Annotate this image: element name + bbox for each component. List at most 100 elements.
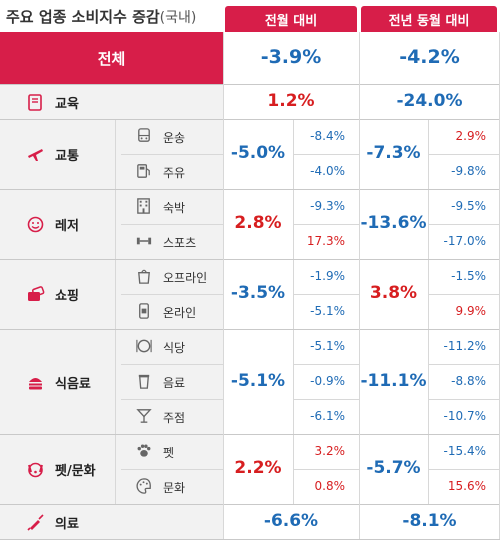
row-divider	[0, 434, 500, 435]
category-6-empty-cell	[115, 505, 223, 539]
syringe-icon	[26, 513, 45, 532]
category-4-sub-1-yoy-value: -8.8%	[451, 374, 486, 388]
category-5-mom-value: 2.2%	[234, 458, 282, 478]
row-divider	[0, 539, 500, 540]
column-divider	[115, 330, 116, 434]
column-divider	[293, 330, 294, 434]
row-divider	[0, 119, 500, 120]
dumbbell-icon	[135, 232, 153, 250]
category-4-sub-0-yoy-value: -11.2%	[443, 339, 486, 353]
sub-row-divider	[293, 399, 359, 400]
column-header-yoy: 전년 동월 대비	[361, 6, 497, 32]
sub-row-divider	[121, 469, 223, 470]
column-divider	[428, 330, 429, 434]
category-2-sub-1-mom-value: 17.3%	[306, 234, 345, 248]
category-1-sub-0-mom-value: -8.4%	[310, 129, 345, 143]
category-0-mom-value: 1.2%	[267, 90, 315, 111]
category-4-label-cell	[0, 330, 115, 434]
sub-row-divider	[293, 224, 359, 225]
column-divider	[359, 32, 360, 539]
column-divider	[115, 260, 116, 329]
plate-icon	[135, 337, 153, 355]
category-5-sub-1-mom-value: 0.8%	[314, 479, 346, 493]
bus-icon	[135, 127, 153, 145]
chart-title: 주요 업종 소비지수 증감(국내)	[6, 8, 197, 26]
category-2-sub-0-mom-value: -9.3%	[310, 199, 345, 213]
fuel-icon	[135, 162, 153, 180]
category-0-empty-cell	[115, 85, 223, 119]
category-3-mom-value: -3.5%	[230, 283, 286, 303]
category-5-sub-1-name: 문화	[163, 481, 186, 495]
category-1-name: 교통	[55, 149, 79, 164]
category-1-sub-0-name: 운송	[163, 131, 186, 145]
book-icon	[26, 93, 45, 112]
category-3-sub-0-yoy-value: -1.5%	[451, 269, 486, 283]
sub-row-divider	[428, 364, 500, 365]
mobile-shop-icon	[135, 302, 153, 320]
row-divider	[0, 504, 500, 505]
smile-icon	[26, 215, 45, 234]
column-divider	[223, 32, 224, 539]
category-4-sub-cell	[115, 330, 223, 434]
category-2-sub-1-yoy-value: -17.0%	[443, 234, 486, 248]
category-4-mom-value: -5.1%	[230, 370, 286, 391]
palette-icon	[135, 477, 153, 495]
category-3-sub-1-yoy-value: 9.9%	[455, 304, 487, 318]
category-4-yoy-value: -11.1%	[360, 370, 427, 391]
category-1-sub-0-yoy-value: 2.9%	[455, 129, 487, 143]
total-mom-value: -3.9%	[260, 46, 322, 68]
category-4-sub-2-mom-value: -6.1%	[310, 409, 345, 423]
row-divider	[0, 329, 500, 330]
sub-row-divider	[428, 399, 500, 400]
total-yoy-value: -4.2%	[399, 46, 460, 68]
shopping-bag-icon	[135, 267, 153, 285]
category-2-name: 레저	[55, 219, 79, 234]
column-divider	[115, 435, 116, 504]
burger-icon	[26, 373, 45, 392]
category-1-sub-1-mom-value: -4.0%	[310, 164, 345, 178]
sub-row-divider	[121, 224, 223, 225]
category-1-sub-1-name: 주유	[163, 166, 186, 180]
category-6-mom-value: -6.6%	[263, 510, 319, 531]
sub-row-divider	[293, 294, 359, 295]
category-5-label-cell	[0, 435, 115, 504]
category-6-name: 의료	[55, 516, 79, 532]
category-6-yoy-value: -8.1%	[402, 510, 457, 531]
category-0-label-cell	[0, 85, 115, 119]
hotel-icon	[135, 197, 153, 215]
category-3-name: 쇼핑	[55, 289, 79, 304]
category-5-sub-0-mom-value: 3.2%	[314, 444, 346, 458]
column-header-mom: 전월 대비	[225, 6, 357, 32]
coffee-icon	[135, 372, 153, 390]
table-body: 전체 -3.9% -4.2% 교육 1.2% -24.0% 교통 -5.0% -7.3% 운송 -8…	[0, 32, 500, 554]
category-4-sub-0-name: 식당	[163, 341, 186, 355]
sub-row-divider	[121, 294, 223, 295]
airplane-icon	[26, 145, 45, 164]
sub-row-divider	[121, 399, 223, 400]
card-icon	[26, 285, 45, 304]
category-1-mom-value: -5.0%	[230, 143, 286, 163]
category-2-sub-1-name: 스포츠	[163, 236, 197, 250]
category-3-yoy-value: 3.8%	[369, 283, 418, 303]
category-1-yoy-value: -7.3%	[366, 143, 421, 163]
category-5-yoy-value: -5.7%	[366, 458, 421, 478]
category-4-sub-0-mom-value: -5.1%	[310, 339, 345, 353]
category-2-yoy-value: -13.6%	[360, 213, 427, 233]
paw-icon	[135, 442, 153, 460]
chart-title-suffix: (국내)	[159, 10, 197, 26]
category-1-label-cell	[0, 120, 115, 189]
sub-row-divider	[428, 294, 500, 295]
category-0-yoy-value: -24.0%	[396, 90, 463, 111]
category-2-sub-0-yoy-value: -9.5%	[451, 199, 486, 213]
column-divider	[115, 120, 116, 189]
sub-row-divider	[293, 364, 359, 365]
category-4-sub-1-name: 음료	[163, 376, 186, 390]
category-5-sub-0-name: 펫	[163, 446, 175, 460]
category-4-sub-1-mom-value: -0.9%	[310, 374, 345, 388]
category-4-sub-2-yoy-value: -10.7%	[443, 409, 486, 423]
category-3-sub-1-name: 온라인	[163, 306, 197, 320]
category-3-label-cell	[0, 260, 115, 329]
category-3-sub-1-mom-value: -5.1%	[310, 304, 345, 318]
category-2-mom-value: 2.8%	[234, 213, 282, 233]
category-4-name: 식음료	[55, 376, 91, 392]
